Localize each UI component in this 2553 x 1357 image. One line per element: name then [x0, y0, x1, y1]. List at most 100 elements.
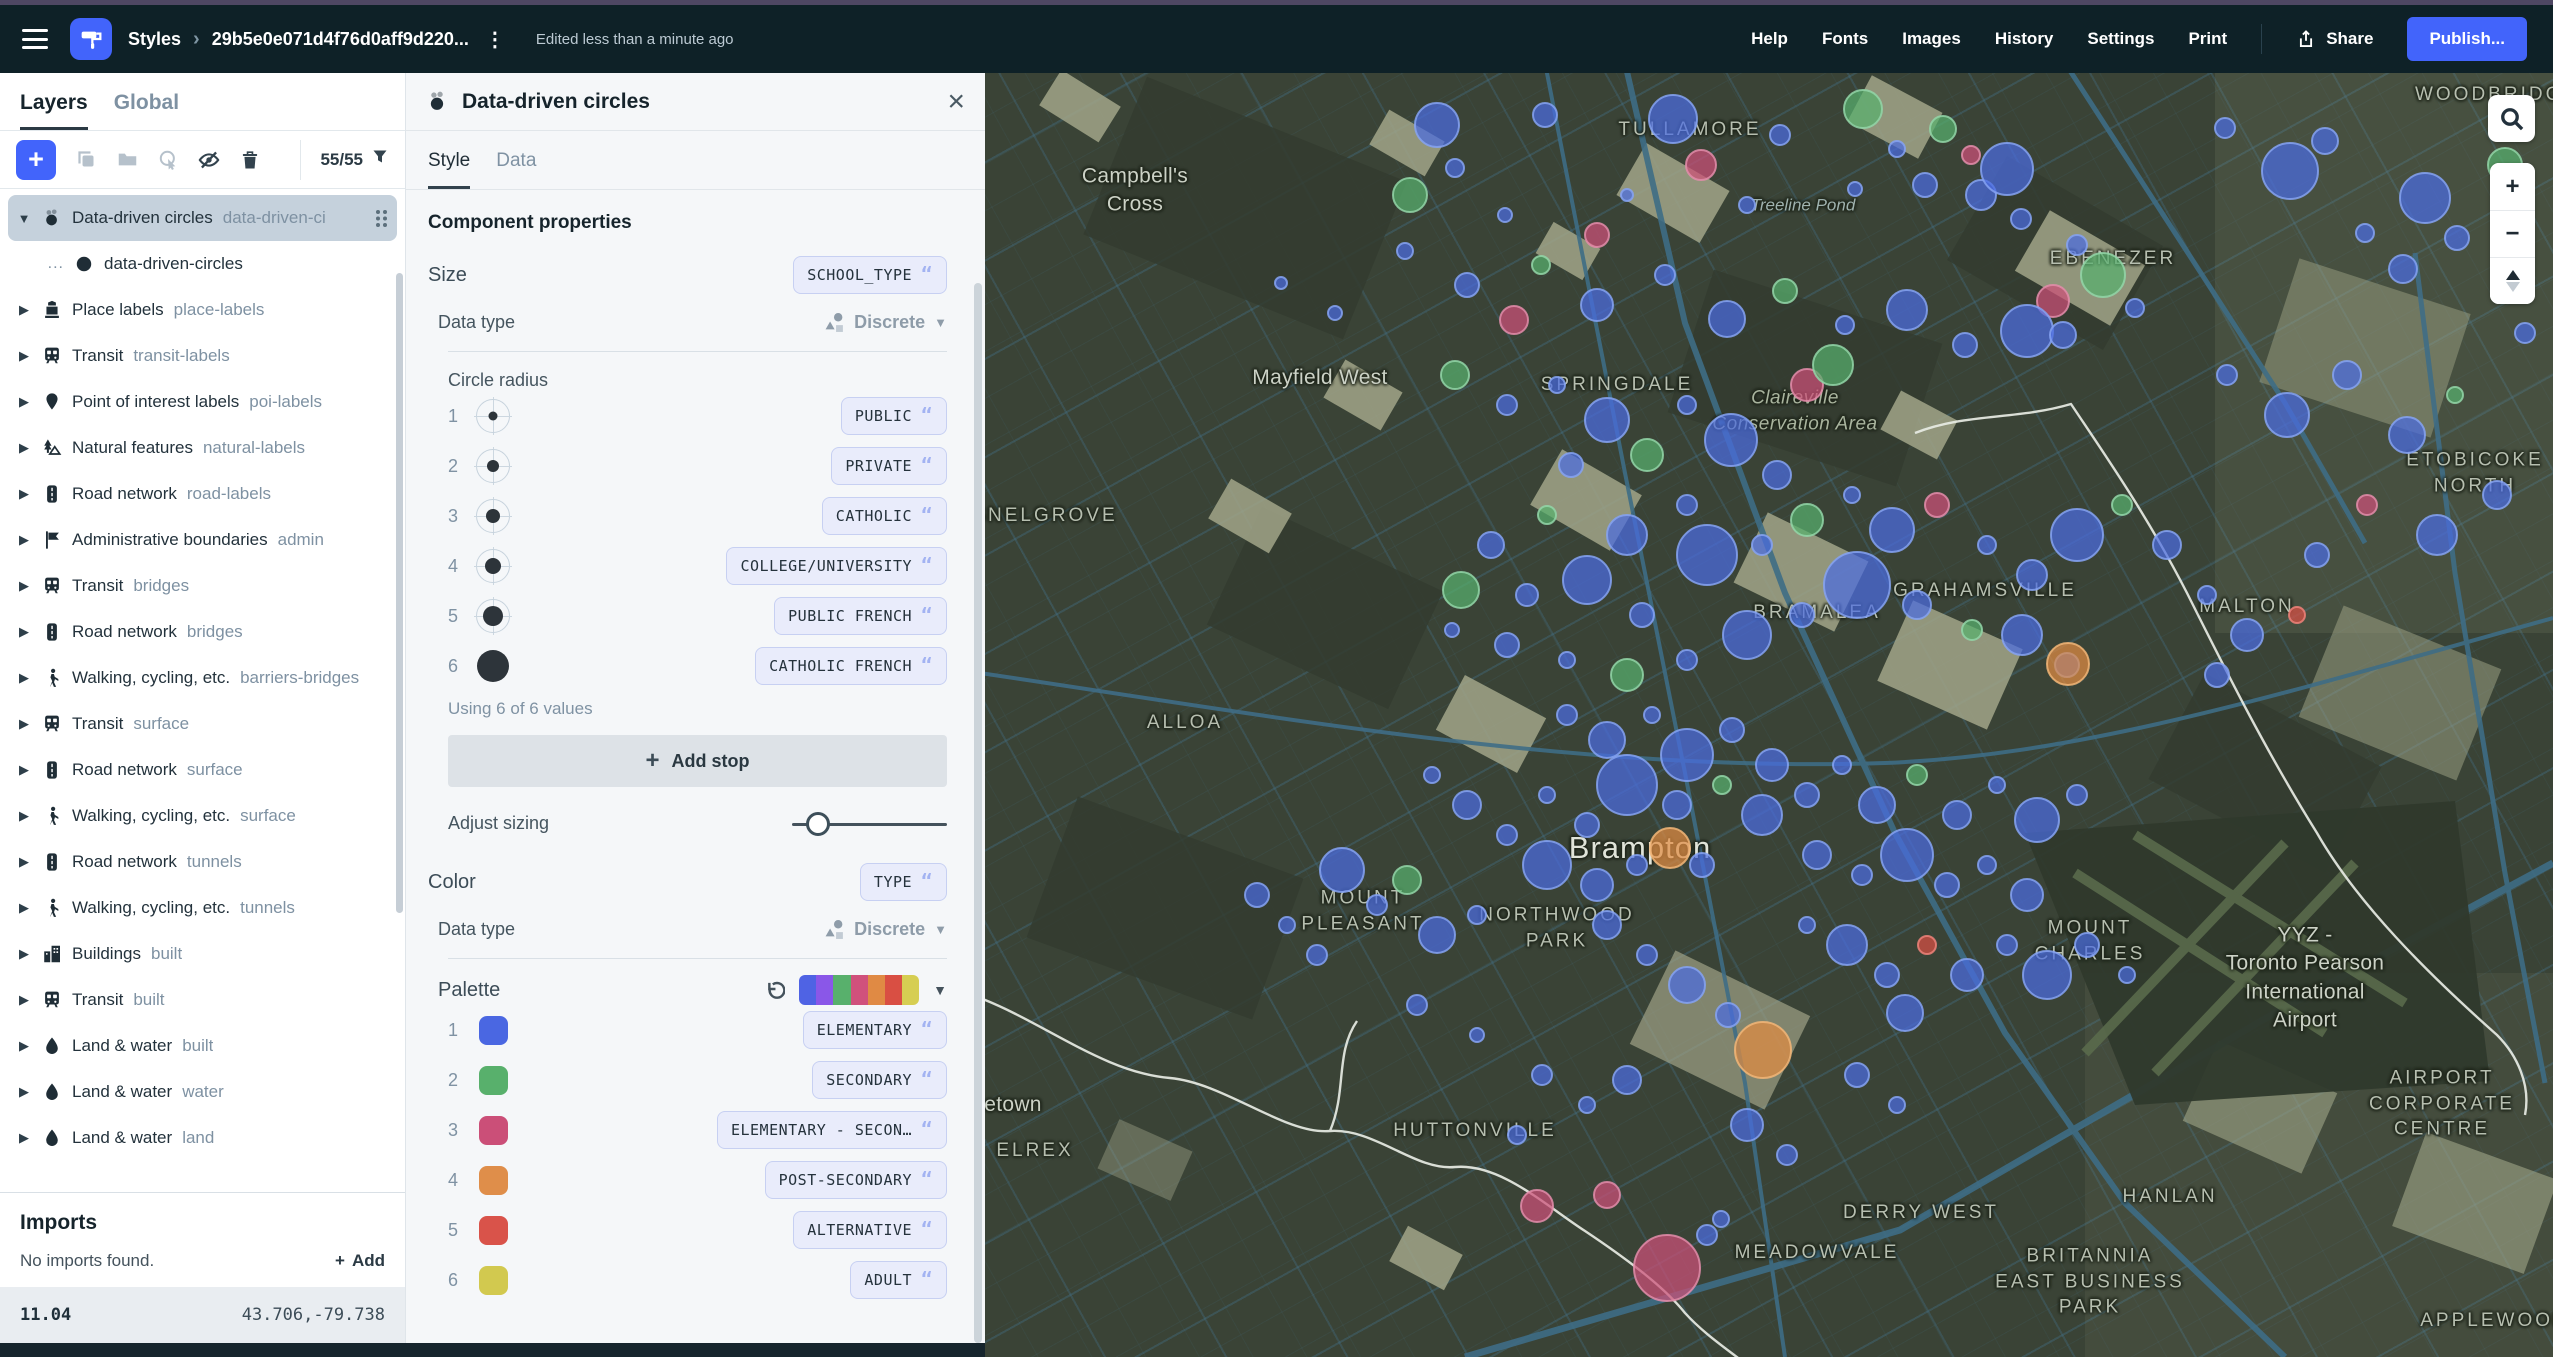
- school-data-circle[interactable]: [1795, 783, 1819, 807]
- school-data-circle[interactable]: [2119, 967, 2135, 983]
- school-data-circle[interactable]: [1655, 265, 1675, 285]
- panel-scrollbar[interactable]: [974, 283, 982, 1343]
- school-data-circle[interactable]: [1597, 755, 1657, 815]
- reset-palette-icon[interactable]: [763, 979, 785, 1001]
- school-data-circle[interactable]: [1723, 611, 1771, 659]
- expand-arrow-icon[interactable]: ▶: [16, 624, 32, 640]
- school-data-circle[interactable]: [1887, 290, 1927, 330]
- layer-row[interactable]: ▶Walking, cycling, etc.barriers-bridges: [0, 655, 405, 701]
- menu-item-help[interactable]: Help: [1751, 29, 1788, 49]
- school-data-circle[interactable]: [1889, 1097, 1905, 1113]
- menu-item-print[interactable]: Print: [2188, 29, 2227, 49]
- school-data-circle[interactable]: [1539, 787, 1555, 803]
- layer-row[interactable]: ▶Road networksurface: [0, 747, 405, 793]
- school-data-circle[interactable]: [1532, 1065, 1552, 1085]
- school-data-circle[interactable]: [1538, 506, 1556, 524]
- school-data-circle[interactable]: [2081, 253, 2125, 297]
- expand-arrow-icon[interactable]: ▶: [16, 992, 32, 1008]
- school-data-circle[interactable]: [1611, 659, 1643, 691]
- school-data-circle[interactable]: [1852, 865, 1872, 885]
- color-field-badge[interactable]: TYPE“: [860, 863, 947, 901]
- school-data-circle[interactable]: [1497, 395, 1517, 415]
- school-data-circle[interactable]: [2389, 417, 2425, 453]
- value-badge[interactable]: CATHOLIC“: [822, 497, 947, 535]
- school-data-circle[interactable]: [1415, 103, 1459, 147]
- school-data-circle[interactable]: [2356, 224, 2374, 242]
- school-data-circle[interactable]: [1669, 967, 1705, 1003]
- circle-size-preview[interactable]: [474, 397, 512, 435]
- panel-tab-data[interactable]: Data: [496, 150, 536, 189]
- school-data-circle[interactable]: [2015, 798, 2059, 842]
- expand-arrow-icon[interactable]: ▶: [16, 394, 32, 410]
- school-data-circle[interactable]: [2215, 118, 2235, 138]
- school-data-circle[interactable]: [2265, 393, 2309, 437]
- school-data-circle[interactable]: [2126, 299, 2144, 317]
- layer-row[interactable]: ▶Land & waterwater: [0, 1069, 405, 1115]
- sidebar-scrollbar[interactable]: [396, 273, 403, 913]
- school-data-circle[interactable]: [1630, 603, 1654, 627]
- school-data-circle[interactable]: [2400, 173, 2450, 223]
- school-data-circle[interactable]: [2002, 615, 2042, 655]
- color-swatch[interactable]: [479, 1266, 508, 1295]
- school-data-circle[interactable]: [1731, 1109, 1763, 1141]
- school-data-circle[interactable]: [1621, 189, 1633, 201]
- breadcrumb-style-id[interactable]: 29b5e0e071d4f76d0aff9d220...: [212, 29, 469, 50]
- hide-layer-eye-off-icon[interactable]: [198, 149, 220, 171]
- school-data-circle[interactable]: [1607, 515, 1647, 555]
- school-data-circle[interactable]: [1468, 906, 1486, 924]
- school-data-circle[interactable]: [1593, 911, 1621, 939]
- school-data-circle[interactable]: [1446, 159, 1464, 177]
- school-data-circle[interactable]: [1613, 1066, 1641, 1094]
- school-data-circle[interactable]: [1962, 620, 1982, 640]
- school-data-circle[interactable]: [2075, 933, 2099, 957]
- layer-row[interactable]: ▶Road networkroad-labels: [0, 471, 405, 517]
- add-stop-button[interactable]: +Add stop: [448, 735, 947, 787]
- school-data-circle[interactable]: [1844, 487, 1860, 503]
- school-data-circle[interactable]: [2011, 209, 2031, 229]
- school-data-circle[interactable]: [1803, 841, 1831, 869]
- school-data-circle[interactable]: [2205, 663, 2229, 687]
- school-data-circle[interactable]: [2011, 879, 2043, 911]
- layer-row[interactable]: ▶Place labelsplace-labels: [0, 287, 405, 333]
- school-data-circle[interactable]: [1594, 1182, 1620, 1208]
- size-field-badge[interactable]: SCHOOL_TYPE“: [793, 256, 947, 294]
- school-data-circle[interactable]: [1770, 125, 1790, 145]
- school-data-circle[interactable]: [1836, 316, 1854, 334]
- delete-layer-trash-icon[interactable]: [239, 149, 261, 171]
- school-data-circle[interactable]: [1799, 917, 1815, 933]
- size-datatype-select[interactable]: Discrete▼: [824, 312, 947, 333]
- school-data-circle[interactable]: [2067, 235, 2087, 255]
- school-data-circle[interactable]: [2262, 143, 2318, 199]
- layer-row[interactable]: ▶Buildingsbuilt: [0, 931, 405, 977]
- school-data-circle[interactable]: [1678, 396, 1696, 414]
- layer-row[interactable]: ▶Transitbridges: [0, 563, 405, 609]
- layer-row[interactable]: ▶Walking, cycling, etc.surface: [0, 793, 405, 839]
- school-data-circle[interactable]: [1889, 141, 1905, 157]
- school-data-circle[interactable]: [1559, 652, 1575, 668]
- style-options-menu-icon[interactable]: ⋮: [481, 27, 510, 52]
- circle-size-preview[interactable]: [474, 547, 512, 585]
- school-data-circle[interactable]: [1649, 95, 1697, 143]
- school-data-circle[interactable]: [2047, 643, 2089, 685]
- school-data-circle[interactable]: [1735, 1022, 1791, 1078]
- value-badge[interactable]: PUBLIC“: [841, 397, 947, 435]
- school-data-circle[interactable]: [1563, 556, 1611, 604]
- school-data-circle[interactable]: [2312, 128, 2338, 154]
- menu-item-fonts[interactable]: Fonts: [1822, 29, 1868, 49]
- school-data-circle[interactable]: [1870, 508, 1914, 552]
- school-data-circle[interactable]: [2289, 607, 2305, 623]
- expand-arrow-icon[interactable]: ▶: [16, 348, 32, 364]
- circle-size-preview[interactable]: [474, 597, 512, 635]
- school-data-circle[interactable]: [1575, 813, 1599, 837]
- school-data-circle[interactable]: [1978, 536, 1996, 554]
- school-data-circle[interactable]: [1521, 1190, 1553, 1222]
- expand-arrow-icon[interactable]: ▶: [16, 1130, 32, 1146]
- school-data-circle[interactable]: [1497, 825, 1517, 845]
- school-data-circle[interactable]: [1495, 633, 1519, 657]
- school-data-circle[interactable]: [1833, 756, 1851, 774]
- school-data-circle[interactable]: [1500, 306, 1528, 334]
- value-badge[interactable]: PRIVATE“: [831, 447, 947, 485]
- school-data-circle[interactable]: [1913, 173, 1937, 197]
- school-data-circle[interactable]: [1709, 301, 1745, 337]
- expand-arrow-icon[interactable]: ▶: [16, 578, 32, 594]
